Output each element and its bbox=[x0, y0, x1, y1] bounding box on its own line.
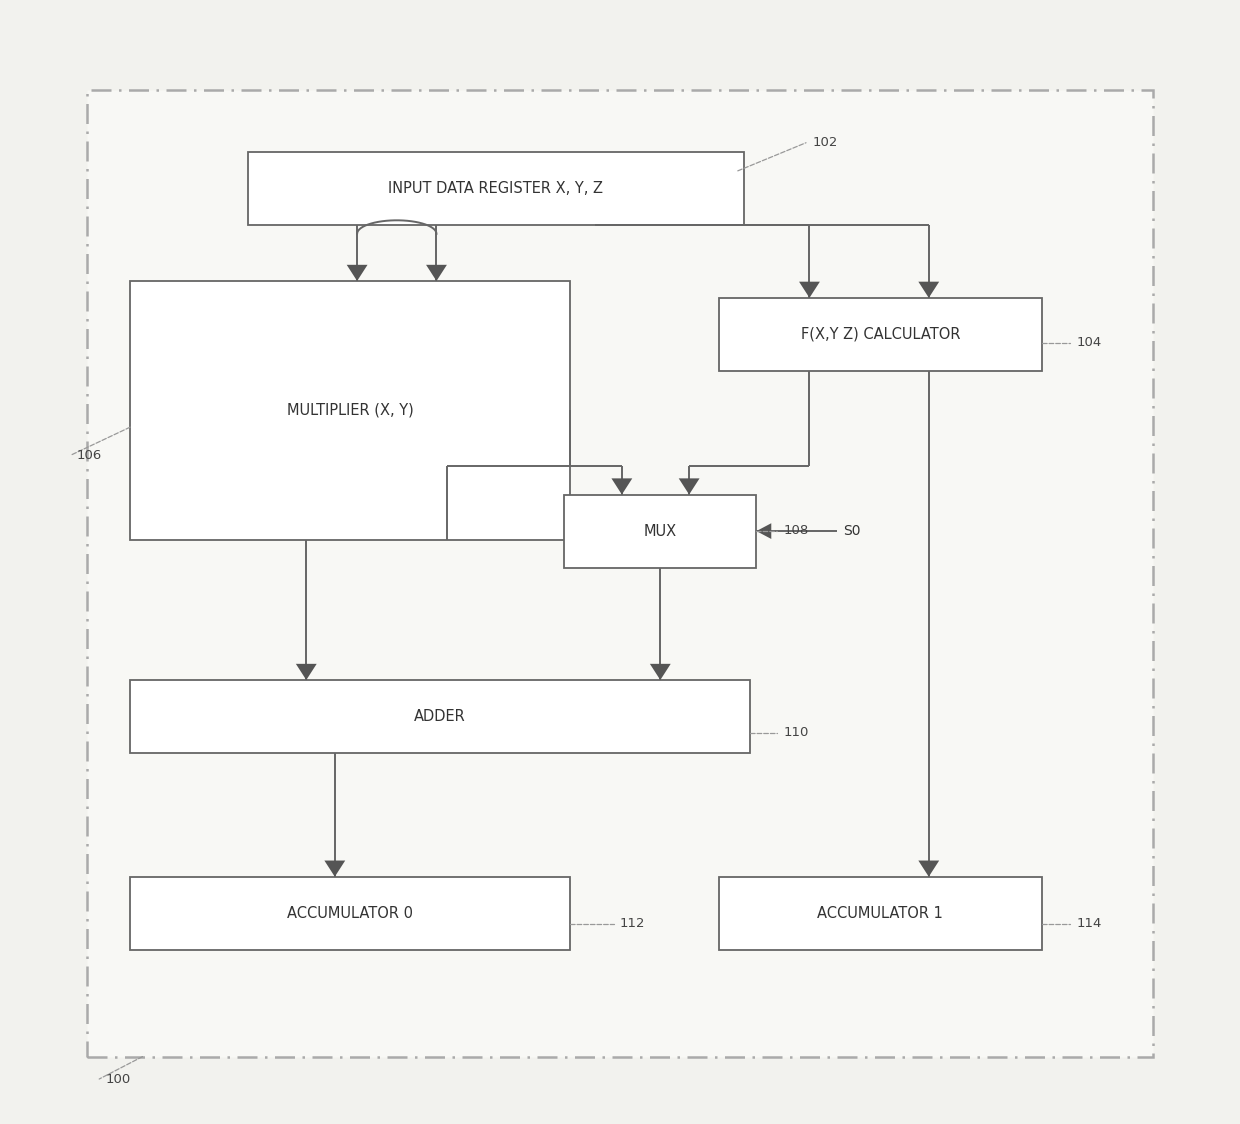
Polygon shape bbox=[678, 479, 699, 495]
Text: 102: 102 bbox=[812, 136, 837, 149]
Text: 100: 100 bbox=[105, 1072, 130, 1086]
Text: MULTIPLIER (X, Y): MULTIPLIER (X, Y) bbox=[286, 402, 414, 418]
Bar bbox=[719, 877, 1042, 950]
Text: 110: 110 bbox=[784, 726, 808, 740]
Bar bbox=[719, 298, 1042, 371]
Polygon shape bbox=[650, 664, 671, 680]
Polygon shape bbox=[799, 282, 820, 298]
Polygon shape bbox=[611, 479, 632, 495]
Bar bbox=[564, 495, 756, 568]
Text: 104: 104 bbox=[1076, 336, 1101, 350]
Text: ACCUMULATOR 1: ACCUMULATOR 1 bbox=[817, 906, 944, 921]
Bar bbox=[130, 877, 570, 950]
Bar bbox=[130, 680, 750, 753]
Polygon shape bbox=[325, 861, 345, 877]
Text: INPUT DATA REGISTER X, Y, Z: INPUT DATA REGISTER X, Y, Z bbox=[388, 181, 604, 196]
Text: 114: 114 bbox=[1076, 917, 1101, 931]
Text: ACCUMULATOR 0: ACCUMULATOR 0 bbox=[288, 906, 413, 921]
Bar bbox=[130, 281, 570, 540]
Polygon shape bbox=[919, 282, 939, 298]
Text: ADDER: ADDER bbox=[414, 709, 466, 724]
Text: 108: 108 bbox=[784, 524, 808, 537]
Text: F(X,Y Z) CALCULATOR: F(X,Y Z) CALCULATOR bbox=[801, 327, 960, 342]
Text: S0: S0 bbox=[843, 524, 861, 538]
Text: 112: 112 bbox=[620, 917, 646, 931]
Text: MUX: MUX bbox=[644, 524, 677, 538]
Polygon shape bbox=[427, 265, 446, 281]
Bar bbox=[87, 90, 1153, 1057]
Text: 106: 106 bbox=[77, 448, 102, 462]
Polygon shape bbox=[756, 524, 771, 540]
Polygon shape bbox=[296, 664, 316, 680]
Polygon shape bbox=[347, 265, 367, 281]
Polygon shape bbox=[919, 861, 939, 877]
Bar bbox=[248, 152, 744, 225]
